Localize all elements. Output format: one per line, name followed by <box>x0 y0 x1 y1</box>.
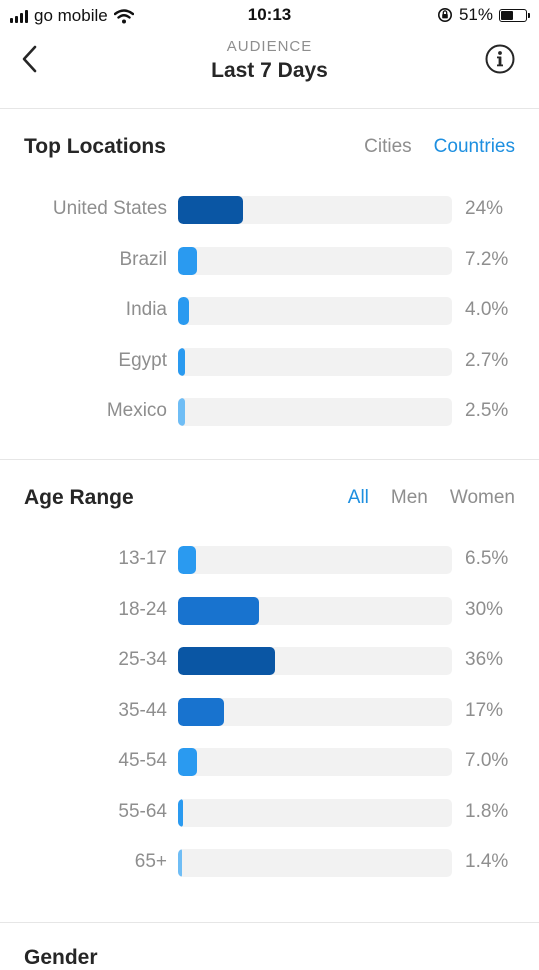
age-bar <box>178 596 259 625</box>
section-title: Age Range <box>24 486 134 509</box>
section-separator <box>0 94 539 109</box>
location-label: Egypt <box>118 349 167 371</box>
nav-header: AUDIENCE Last 7 Days <box>0 32 539 95</box>
age-label: 35-44 <box>118 699 167 721</box>
info-icon[interactable] <box>485 44 515 74</box>
age-tabs: All Men Women <box>348 487 515 509</box>
page-title: Last 7 Days <box>211 59 328 82</box>
age-bar <box>178 849 182 877</box>
location-bar <box>178 398 185 426</box>
age-row: 13-17 6.5% <box>0 546 539 574</box>
age-label: 45-54 <box>118 750 167 771</box>
top-locations-section: Top Locations Cities Countries United St… <box>0 109 539 460</box>
age-value: 30% <box>465 598 504 620</box>
age-label: 55-64 <box>118 800 167 822</box>
location-value: 7.2% <box>465 248 509 270</box>
age-bar <box>178 647 276 675</box>
location-bar <box>178 196 243 224</box>
age-bar <box>178 798 183 827</box>
battery-icon <box>499 8 530 22</box>
section-title-gender: Gender <box>24 946 98 969</box>
age-bar-track <box>178 798 452 827</box>
age-range-section: Age Range All Men Women 13-17 6.5% 18-24 30… <box>0 460 539 923</box>
age-row: 45-54 7.0% <box>0 748 539 776</box>
age-label: 65+ <box>134 851 167 872</box>
age-value: 1.8% <box>465 800 509 822</box>
age-bar <box>178 697 224 726</box>
age-value: 6.5% <box>465 548 509 569</box>
age-value: 1.4% <box>465 851 509 872</box>
carrier-name: go mobile <box>34 6 108 25</box>
location-bar-track <box>178 196 452 224</box>
location-row: United States 24% <box>0 196 539 224</box>
location-value: 2.5% <box>465 400 509 421</box>
location-label: United States <box>52 198 167 219</box>
location-bar-track <box>178 246 452 275</box>
age-row: 25-34 36% <box>0 647 539 675</box>
status-bar: go mobile 10:13 51% <box>0 0 539 32</box>
age-value: 17% <box>465 699 504 721</box>
tab-all[interactable]: All <box>347 487 369 508</box>
tab-men[interactable]: Men <box>390 487 428 508</box>
status-time: 10:13 <box>247 5 292 24</box>
age-bar-track <box>178 697 452 726</box>
tab-women[interactable]: Women <box>449 487 515 508</box>
age-bar <box>178 546 196 574</box>
signal-icon <box>10 9 28 23</box>
age-bar-track <box>178 647 452 675</box>
status-left: go mobile <box>10 6 134 26</box>
age-label: 13-17 <box>118 548 167 569</box>
location-label: India <box>125 299 167 320</box>
header-kicker: AUDIENCE <box>226 38 313 55</box>
back-button[interactable] <box>14 42 44 76</box>
location-row: Egypt 2.7% <box>0 347 539 376</box>
location-row: Brazil 7.2% <box>0 246 539 275</box>
age-label: 18-24 <box>118 598 167 620</box>
age-bar-track <box>178 546 452 574</box>
age-bar-track <box>178 849 452 877</box>
status-right: 51% <box>437 5 530 25</box>
age-row: 55-64 1.8% <box>0 798 539 827</box>
wifi-icon <box>113 8 134 23</box>
location-value: 2.7% <box>465 349 509 371</box>
location-row: Mexico 2.5% <box>0 398 539 426</box>
location-bar-track <box>178 398 452 426</box>
age-value: 36% <box>465 649 504 670</box>
location-bar <box>178 297 189 325</box>
age-row: 35-44 17% <box>0 697 539 726</box>
section-title: Top Locations <box>24 135 166 158</box>
location-bar <box>178 246 198 275</box>
age-row: 18-24 30% <box>0 596 539 625</box>
location-label: Mexico <box>106 400 167 421</box>
age-bar-track <box>178 596 452 625</box>
location-label: Brazil <box>119 248 167 270</box>
orientation-lock-icon <box>437 8 452 22</box>
location-bar-track <box>178 347 452 376</box>
age-value: 7.0% <box>465 750 509 771</box>
age-row: 65+ 1.4% <box>0 849 539 877</box>
location-row: India 4.0% <box>0 297 539 325</box>
location-bar <box>178 347 186 376</box>
location-tabs: Cities Countries <box>364 136 515 158</box>
location-bar-track <box>178 297 452 325</box>
chevron-left-icon <box>22 45 37 73</box>
tab-cities[interactable]: Cities <box>364 136 412 157</box>
location-value: 24% <box>465 198 504 219</box>
age-bar-track <box>178 748 452 776</box>
age-bar <box>178 748 197 776</box>
tab-countries[interactable]: Countries <box>433 136 515 157</box>
age-label: 25-34 <box>118 649 167 670</box>
battery-percent: 51% <box>458 5 493 24</box>
location-value: 4.0% <box>465 299 509 320</box>
